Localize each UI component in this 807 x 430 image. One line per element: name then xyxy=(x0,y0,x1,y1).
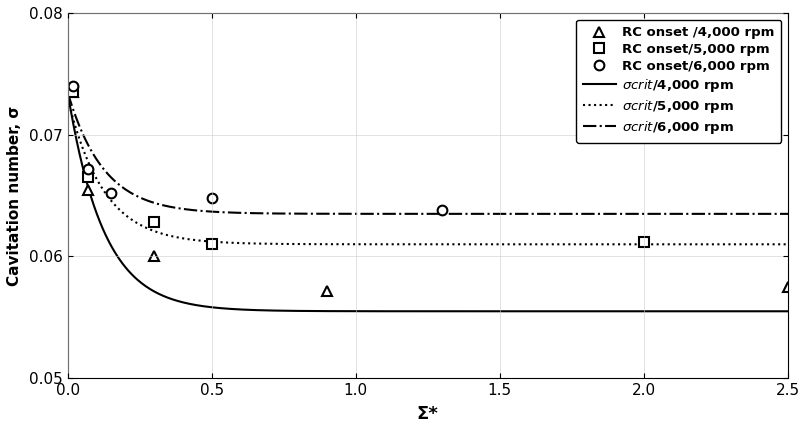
σcrit/5,000 rpm xyxy=(63,97,73,102)
RC onset/5,000 rpm xyxy=(69,89,78,95)
σcrit/6,000 rpm xyxy=(63,90,73,95)
σcrit/6,000 rpm xyxy=(491,211,501,216)
σcrit/5,000 rpm xyxy=(491,242,501,247)
σcrit/5,000 rpm xyxy=(453,242,462,247)
RC onset/6,000 rpm xyxy=(207,196,216,201)
σcrit/6,000 rpm xyxy=(654,211,663,216)
RC onset /4,000 rpm xyxy=(69,89,78,95)
Line: σcrit/6,000 rpm: σcrit/6,000 rpm xyxy=(68,93,788,214)
σcrit/5,000 rpm xyxy=(783,242,792,247)
RC onset/5,000 rpm xyxy=(207,242,216,247)
σcrit/4,000 rpm xyxy=(63,91,73,96)
RC onset /4,000 rpm xyxy=(83,187,93,192)
σcrit/6,000 rpm xyxy=(405,211,415,216)
σcrit/4,000 rpm xyxy=(491,309,501,314)
σcrit/6,000 rpm xyxy=(409,211,419,216)
σcrit/4,000 rpm xyxy=(409,309,419,314)
σcrit/5,000 rpm xyxy=(405,242,415,247)
RC onset/6,000 rpm xyxy=(437,208,447,213)
σcrit/5,000 rpm xyxy=(654,242,663,247)
Line: σcrit/4,000 rpm: σcrit/4,000 rpm xyxy=(68,94,788,311)
RC onset/5,000 rpm xyxy=(149,220,159,225)
σcrit/4,000 rpm xyxy=(453,309,462,314)
σcrit/6,000 rpm xyxy=(766,211,776,216)
RC onset/5,000 rpm xyxy=(83,175,93,180)
σcrit/4,000 rpm xyxy=(783,309,792,314)
RC onset/6,000 rpm xyxy=(106,190,115,196)
RC onset/5,000 rpm xyxy=(639,239,649,244)
Legend: RC onset /4,000 rpm, RC onset/5,000 rpm, RC onset/6,000 rpm, $\sigma$$\it{crit}$: RC onset /4,000 rpm, RC onset/5,000 rpm,… xyxy=(576,19,781,142)
Y-axis label: Cavitation number, σ: Cavitation number, σ xyxy=(7,105,22,286)
σcrit/5,000 rpm xyxy=(409,242,419,247)
σcrit/6,000 rpm xyxy=(453,211,462,216)
Line: RC onset/5,000 rpm: RC onset/5,000 rpm xyxy=(69,87,649,249)
Line: RC onset /4,000 rpm: RC onset /4,000 rpm xyxy=(69,87,792,295)
σcrit/5,000 rpm xyxy=(766,242,776,247)
RC onset /4,000 rpm xyxy=(149,254,159,259)
σcrit/4,000 rpm xyxy=(405,309,415,314)
X-axis label: Σ*: Σ* xyxy=(417,405,439,423)
σcrit/6,000 rpm xyxy=(783,211,792,216)
Line: σcrit/5,000 rpm: σcrit/5,000 rpm xyxy=(68,99,788,244)
RC onset /4,000 rpm xyxy=(322,288,332,293)
RC onset/6,000 rpm xyxy=(83,166,93,172)
σcrit/4,000 rpm xyxy=(766,309,776,314)
σcrit/4,000 rpm xyxy=(654,309,663,314)
RC onset/6,000 rpm xyxy=(69,83,78,89)
RC onset /4,000 rpm xyxy=(783,284,792,289)
Line: RC onset/6,000 rpm: RC onset/6,000 rpm xyxy=(69,81,447,215)
